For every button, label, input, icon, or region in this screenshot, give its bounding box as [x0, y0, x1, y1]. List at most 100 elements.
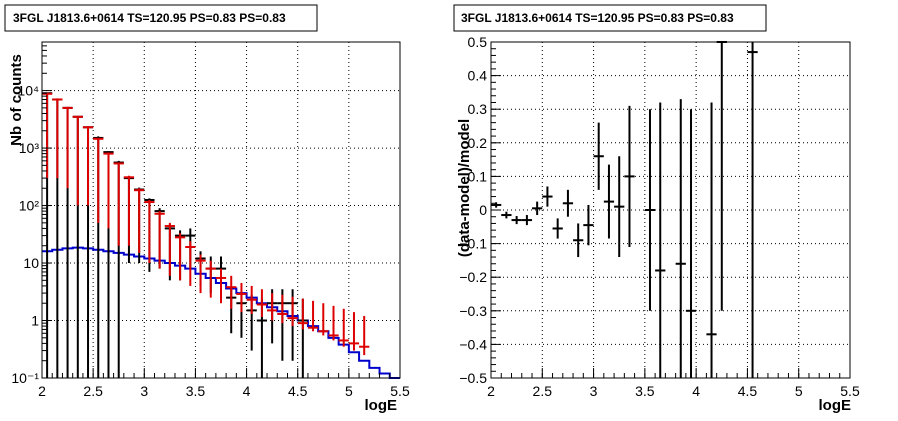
left-model-point	[328, 305, 339, 341]
right-plot-frame	[490, 41, 851, 379]
left-model-point	[256, 289, 268, 318]
left-model-point	[93, 137, 104, 223]
left-x-tick-label: 2.5	[83, 383, 103, 399]
right-residual-point	[583, 204, 594, 246]
left-x-tick-label: 5.5	[390, 383, 410, 399]
left-model-point	[113, 162, 124, 246]
right-y-tick-label: −0.5	[459, 370, 487, 386]
left-model-point	[154, 211, 165, 269]
right-x-tick-label: 3.5	[635, 383, 655, 399]
left-model-point	[359, 315, 370, 356]
left-y-tick-label: 1	[31, 313, 39, 329]
left-model-point	[72, 115, 83, 206]
left-model-point	[297, 298, 308, 330]
left-model-point	[277, 294, 288, 324]
left-x-axis-label: logE	[365, 397, 398, 414]
right-x-tick-label: 4.5	[738, 383, 758, 399]
right-x-axis-label: logE	[819, 397, 852, 414]
left-x-tick-label: 3.5	[186, 383, 206, 399]
left-model-point	[103, 152, 114, 229]
left-model-point	[174, 233, 186, 281]
right-residual-point	[501, 211, 512, 219]
right-y-tick-label: 0.5	[468, 34, 488, 50]
right-residual-point	[675, 99, 686, 378]
left-chart-title: 3FGL J1813.6+0614 TS=120.95 PS=0.83 PS=0…	[13, 11, 286, 25]
left-model-point	[307, 300, 319, 332]
right-residual-point	[532, 201, 543, 216]
left-model-point	[287, 296, 298, 327]
left-model-point	[338, 308, 349, 347]
right-residual-point	[655, 102, 666, 378]
right-x-tick-label: 5.5	[840, 383, 860, 399]
right-x-tick-label: 2.5	[533, 383, 553, 399]
right-series	[491, 41, 758, 378]
right-residual-point	[562, 189, 574, 217]
left-plot-frame	[41, 41, 401, 379]
left-model-point	[318, 303, 329, 336]
left-model-point	[144, 199, 155, 264]
right-residual-point	[573, 223, 584, 258]
left-model-point	[205, 260, 216, 298]
right-title-box	[453, 4, 767, 32]
right-y-tick-label: −0.3	[459, 303, 487, 319]
left-model-point	[348, 312, 360, 351]
right-residual-point	[511, 216, 522, 225]
left-model-point	[164, 222, 175, 276]
left-grid	[42, 42, 400, 378]
right-y-tick-label: 0.1	[468, 168, 488, 184]
right-y-tick-label: 0	[479, 202, 487, 218]
left-model-point	[195, 254, 206, 294]
left-model-point	[267, 293, 278, 321]
right-panel: 3FGL J1813.6+0614 TS=120.95 PS=0.83 PS=0…	[453, 4, 860, 414]
left-model-point	[82, 126, 94, 206]
left-model-point	[246, 285, 257, 314]
right-x-tick-label: 5	[795, 383, 803, 399]
right-x-tick-label: 4	[692, 383, 700, 399]
right-x-tick-label: 3	[590, 383, 598, 399]
left-model-point	[62, 106, 73, 189]
left-series	[42, 92, 400, 379]
left-model-point	[52, 98, 63, 179]
right-y-axis-label: (data-model)/model	[456, 119, 473, 257]
left-y-tick-label: 10⁻¹	[11, 370, 39, 386]
right-y-tick-label: 0.4	[468, 68, 488, 84]
left-panel: 3FGL J1813.6+0614 TS=120.95 PS=0.83 PS=0…	[4, 4, 410, 414]
left-x-tick-label: 4.5	[288, 383, 308, 399]
left-x-tick-label: 3	[140, 383, 148, 399]
right-grid	[491, 42, 850, 378]
left-x-tick-label: 4	[243, 383, 251, 399]
left-y-tick-label: 10³	[19, 140, 40, 156]
right-y-tick-label: 0.2	[468, 135, 488, 151]
right-residual-point	[716, 41, 727, 311]
right-ticks: 2 2.5 3 3.5 4 4.5 5 5.5 −0.5 −0.4 −0.3 −0.2 −0.1 0 0.1…	[459, 34, 860, 399]
left-model-point	[236, 282, 247, 313]
right-residual-point	[624, 105, 635, 247]
left-model-point	[123, 175, 135, 246]
left-model-point	[185, 241, 196, 286]
right-residual-point	[644, 109, 656, 311]
right-chart-title: 3FGL J1813.6+0614 TS=120.95 PS=0.83 PS=0…	[461, 11, 734, 25]
right-residual-point	[521, 215, 533, 226]
right-residual-point	[685, 109, 697, 378]
left-model-point	[134, 188, 145, 253]
right-residual-point	[593, 122, 604, 190]
left-model-point	[226, 275, 237, 309]
left-model-point	[42, 92, 53, 179]
right-residual-point	[603, 164, 615, 239]
left-y-axis-label: Nb of counts	[8, 54, 25, 146]
right-residual-point	[552, 218, 563, 239]
right-y-tick-label: 0.3	[468, 101, 488, 117]
left-x-tick-label: 5	[345, 383, 353, 399]
right-y-tick-label: −0.4	[459, 336, 487, 352]
right-residual-point	[614, 156, 625, 258]
right-y-tick-label: −0.1	[459, 236, 487, 252]
left-ticks: 2 2.5 3 3.5 4 4.5 5 5.5 10⁻¹ 1 10 10² 10³ 10⁴	[11, 41, 410, 399]
right-residual-point	[706, 102, 717, 378]
left-y-tick-label: 10	[23, 255, 39, 271]
left-y-tick-label: 10²	[19, 198, 40, 214]
right-residual-point	[542, 186, 553, 207]
right-x-tick-label: 2	[487, 383, 495, 399]
right-residual-point	[491, 202, 502, 208]
left-x-tick-label: 2	[38, 383, 46, 399]
